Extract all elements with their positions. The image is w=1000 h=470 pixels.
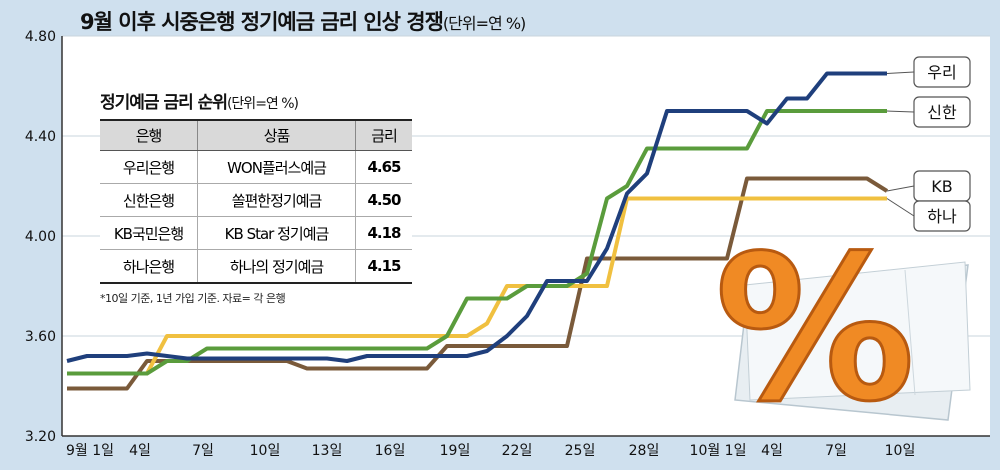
series-line — [67, 109, 887, 376]
rank-table-panel: 정기예금 금리 순위(단위=연 %) 은행 상품 금리 우리은행 WON플러스예… — [100, 88, 412, 306]
x-tick-label: 16일 — [375, 443, 406, 459]
x-tick-label: 10월 1일 — [690, 443, 747, 459]
header-product: 상품 — [197, 119, 356, 151]
svg-text:신한: 신한 — [927, 103, 957, 122]
x-tick-label: 7일 — [825, 443, 847, 459]
cell-product: KB Star 정기예금 — [197, 216, 356, 250]
table-row: 신한은행 쏠편한정기예금 4.50 — [100, 183, 412, 217]
cell-rate: 4.15 — [355, 249, 412, 284]
svg-text:우리: 우리 — [927, 63, 956, 82]
x-tick-label: 10일 — [250, 443, 281, 459]
x-tick-label: 22일 — [502, 443, 533, 459]
label-leader — [886, 71, 915, 74]
cell-bank: 하나은행 — [100, 249, 198, 284]
svg-text:KB: KB — [931, 177, 952, 196]
rank-table-unit: (단위=연 %) — [226, 96, 299, 112]
header-bank: 은행 — [100, 119, 198, 151]
y-tick-label: 4.00 — [25, 229, 56, 245]
series-line — [67, 176, 889, 391]
y-tick-label: 3.60 — [25, 329, 56, 345]
series-line — [66, 71, 887, 363]
x-tick-label: 7일 — [192, 443, 214, 459]
x-tick-label: 28일 — [629, 443, 660, 459]
table-row: 하나은행 하나의 정기예금 4.15 — [100, 249, 412, 284]
table-row: KB국민은행 KB Star 정기예금 4.18 — [100, 216, 412, 250]
y-tick-label: 4.40 — [25, 129, 56, 145]
header-rate: 금리 — [355, 119, 412, 151]
cell-product: 쏠편한정기예금 — [197, 183, 356, 217]
cell-rate: 4.18 — [355, 216, 412, 250]
table-row: 우리은행 WON플러스예금 4.65 — [100, 150, 412, 184]
cell-rate: 4.50 — [355, 183, 412, 217]
percent-illustration: % — [713, 212, 971, 448]
series-label: KB — [913, 170, 971, 202]
cell-rate: 4.65 — [355, 150, 412, 184]
percent-icon: % — [715, 213, 915, 446]
chart-title-text: 9월 이후 시중은행 정기예금 금리 인상 경쟁 — [80, 10, 444, 34]
x-tick-label: 4일 — [761, 443, 783, 459]
series-label: 하나 — [913, 200, 971, 232]
x-tick-label: 19일 — [440, 443, 471, 459]
x-tick-label: 9월 1일 — [66, 443, 114, 459]
rank-table-header-row: 은행 상품 금리 — [100, 119, 412, 151]
x-tick-label: 10일 — [885, 443, 916, 459]
cell-product: WON플러스예금 — [197, 150, 356, 184]
series-line — [67, 196, 887, 376]
source-footnote: *10일 기준, 1년 가입 기준. 자료= 각 은행 — [100, 292, 286, 305]
y-tick-label: 3.20 — [25, 429, 56, 445]
rank-table: 은행 상품 금리 우리은행 WON플러스예금 4.65 신한은행 쏠편한정기예금… — [100, 119, 412, 284]
series-label: 우리 — [913, 56, 971, 88]
x-tick-label: 13일 — [312, 443, 343, 459]
cell-bank: 신한은행 — [100, 183, 198, 217]
chart-title: 9월 이후 시중은행 정기예금 금리 인상 경쟁(단위=연 %) — [80, 6, 526, 36]
label-leader — [886, 110, 915, 113]
chart-unit: (단위=연 %) — [442, 14, 526, 33]
y-tick-label: 4.80 — [25, 29, 56, 45]
label-leader — [886, 198, 915, 217]
cell-bank: 우리은행 — [100, 150, 198, 184]
x-tick-label: 25일 — [565, 443, 596, 459]
cell-product: 하나의 정기예금 — [197, 249, 356, 284]
x-tick-label: 4일 — [129, 443, 151, 459]
cell-bank: KB국민은행 — [100, 216, 198, 250]
series-label: 신한 — [913, 96, 971, 128]
rank-table-title: 정기예금 금리 순위(단위=연 %) — [100, 88, 412, 113]
label-leader — [886, 185, 915, 192]
svg-text:하나: 하나 — [927, 207, 957, 226]
rank-table-title-text: 정기예금 금리 순위 — [100, 93, 228, 113]
